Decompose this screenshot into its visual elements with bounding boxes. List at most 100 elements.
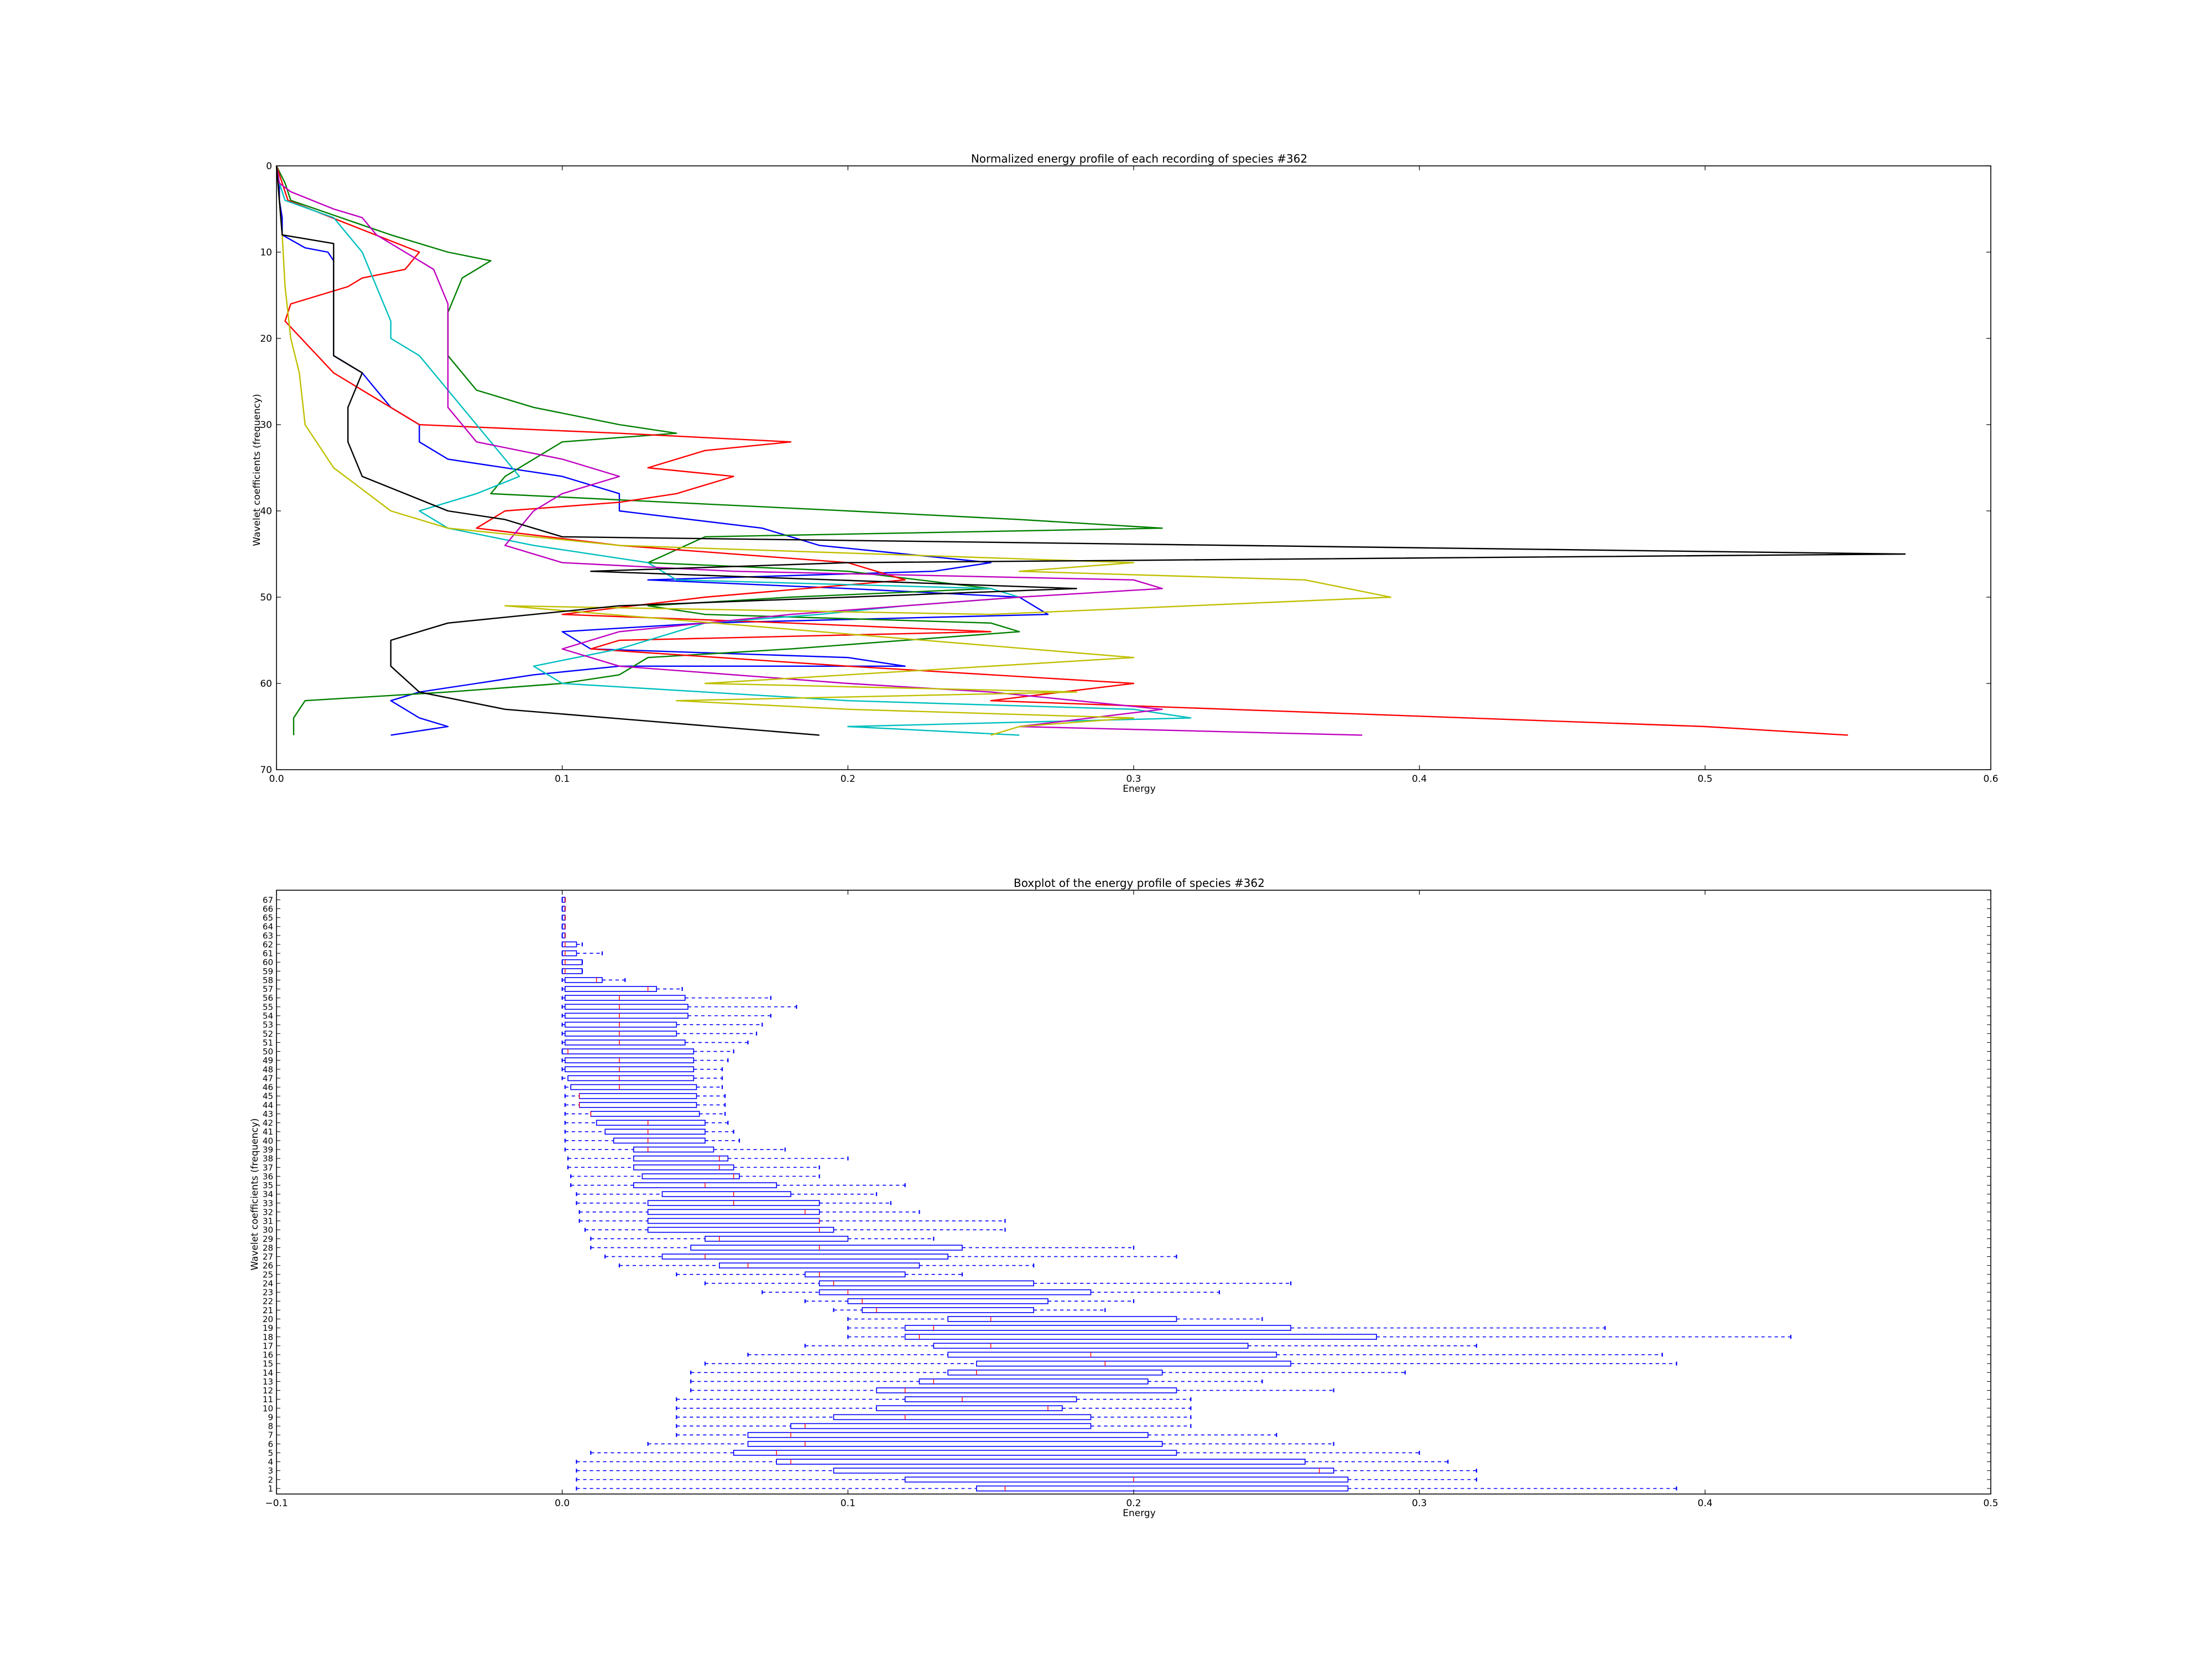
- box-iqr: [633, 1164, 734, 1171]
- box-29: [590, 1236, 935, 1242]
- box-46: [564, 1084, 723, 1090]
- box-iqr: [690, 1245, 963, 1251]
- y-tick-label: 65: [263, 913, 273, 923]
- x-tick-label: 0.1: [841, 1498, 855, 1509]
- line-chart-panel: Normalized energy profile of each record…: [252, 152, 1999, 795]
- boxplot-x-axis-label: Energy: [1123, 1508, 1156, 1519]
- y-tick-label: 7: [268, 1430, 273, 1440]
- box-iqr: [818, 1289, 1092, 1296]
- y-tick-label: 70: [260, 765, 272, 776]
- y-tick-label: 40: [263, 1136, 273, 1146]
- y-tick-label: 51: [263, 1038, 273, 1048]
- box-iqr: [613, 1137, 706, 1144]
- box-32: [578, 1209, 920, 1215]
- y-tick-label: 34: [263, 1189, 273, 1199]
- box-iqr: [565, 995, 686, 1001]
- box-20: [847, 1316, 1263, 1322]
- box-iqr: [904, 1325, 1291, 1331]
- y-tick-label: 62: [263, 939, 273, 949]
- box-3: [576, 1467, 1478, 1474]
- x-tick-label: 0.4: [1412, 774, 1427, 785]
- y-tick-label: 39: [263, 1145, 273, 1155]
- y-tick-label: 8: [268, 1422, 273, 1432]
- series-line-7: [275, 165, 1906, 736]
- box-2: [576, 1476, 1478, 1483]
- box-15: [704, 1360, 1677, 1367]
- box-23: [761, 1289, 1220, 1296]
- box-iqr: [590, 1111, 700, 1117]
- box-iqr: [647, 1226, 834, 1233]
- box-35: [570, 1182, 906, 1188]
- boxplot-plot-area: [276, 890, 1991, 1495]
- y-tick-label: 31: [263, 1216, 273, 1226]
- box-iqr: [561, 896, 566, 903]
- box-41: [564, 1129, 734, 1135]
- box-iqr: [747, 1432, 1149, 1438]
- y-tick-label: 54: [263, 1011, 273, 1021]
- y-tick-label: 28: [263, 1243, 273, 1253]
- box-7: [676, 1432, 1277, 1438]
- box-iqr: [862, 1307, 1034, 1313]
- box-iqr: [904, 1476, 1349, 1483]
- box-iqr: [565, 1066, 695, 1073]
- box-iqr: [565, 977, 603, 983]
- x-tick-label: 0.1: [555, 774, 570, 785]
- y-tick-label: 50: [263, 1047, 273, 1057]
- box-12: [690, 1387, 1334, 1393]
- box-iqr: [833, 1414, 1092, 1420]
- box-iqr: [947, 1316, 1177, 1322]
- box-42: [564, 1120, 729, 1126]
- box-13: [690, 1378, 1263, 1385]
- box-iqr: [633, 1146, 714, 1153]
- line-chart-plot-area: [276, 165, 1991, 770]
- series-line-4: [275, 165, 1192, 736]
- y-tick-label: 19: [263, 1323, 273, 1333]
- y-tick-label: 27: [263, 1252, 273, 1262]
- box-5: [590, 1450, 1420, 1456]
- box-iqr: [641, 1173, 740, 1179]
- y-tick-label: 41: [263, 1127, 273, 1137]
- box-iqr: [647, 1209, 820, 1215]
- box-iqr: [747, 1441, 1163, 1447]
- box-44: [564, 1102, 726, 1108]
- y-tick-label: 6: [268, 1439, 273, 1449]
- box-49: [561, 1057, 729, 1063]
- box-iqr: [661, 1253, 948, 1260]
- box-9: [676, 1414, 1192, 1420]
- box-63: [561, 932, 566, 939]
- x-tick-label: 0.3: [1126, 774, 1141, 785]
- y-tick-label: 3: [268, 1466, 273, 1476]
- box-iqr: [705, 1236, 849, 1242]
- y-tick-label: 13: [263, 1377, 273, 1387]
- box-iqr: [565, 986, 657, 992]
- y-tick-label: 49: [263, 1056, 273, 1065]
- box-iqr: [565, 1057, 695, 1063]
- box-iqr: [561, 959, 583, 965]
- line-chart-x-axis-label: Energy: [1123, 784, 1156, 795]
- series-line-2: [275, 165, 1163, 735]
- line-chart-series-group: [275, 165, 1906, 736]
- y-tick-label: 67: [263, 895, 273, 905]
- y-tick-label: 66: [263, 904, 273, 914]
- box-iqr: [565, 1004, 688, 1010]
- box-iqr: [565, 1030, 677, 1037]
- boxplot-ticks: 1234567891011121314151617181920212223242…: [263, 890, 1999, 1509]
- box-36: [570, 1173, 820, 1179]
- box-iqr: [604, 1129, 706, 1135]
- y-tick-label: 18: [263, 1332, 273, 1342]
- y-tick-label: 46: [263, 1083, 273, 1093]
- box-11: [676, 1396, 1192, 1402]
- line-chart-ticks: 0.0 0.1 0.2 0.3 0.4 0.5 0.6 0 10 20 30 40 50 60 70: [260, 161, 1998, 785]
- y-tick-label: 25: [263, 1270, 273, 1279]
- box-iqr: [847, 1298, 1048, 1304]
- box-iqr: [578, 1093, 697, 1099]
- box-iqr: [561, 941, 577, 948]
- y-tick-label: 36: [263, 1172, 273, 1182]
- box-54: [561, 1012, 771, 1019]
- box-iqr: [904, 1396, 1077, 1402]
- y-tick-label: 16: [263, 1350, 273, 1360]
- boxplot-panel: Boxplot of the energy profile of species…: [249, 876, 1999, 1519]
- y-tick-label: 20: [260, 333, 272, 344]
- box-66: [561, 906, 566, 912]
